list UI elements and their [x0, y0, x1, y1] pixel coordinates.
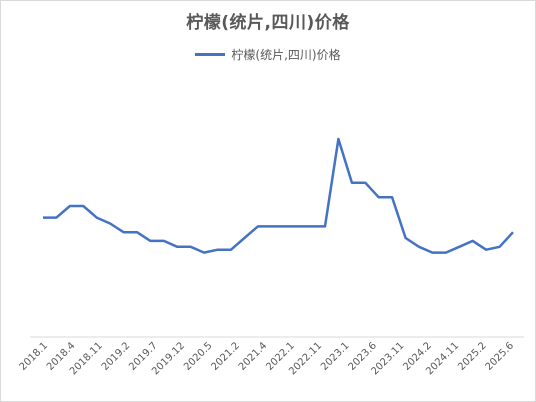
- x-tick-label: 2021.4: [237, 340, 270, 373]
- x-tick-label: 2019.2: [100, 340, 133, 373]
- x-tick-label: 2020.5: [182, 340, 215, 373]
- series-line: [43, 137, 514, 254]
- legend-swatch: [195, 53, 226, 56]
- x-tick-label: 2025.2: [456, 340, 489, 373]
- x-tick-label: 2023.1: [319, 340, 352, 373]
- legend-label: 柠檬(统片,四川)价格: [231, 48, 341, 62]
- x-tick-label: 2025.6: [484, 340, 517, 373]
- x-tick-label: 2018.1: [18, 340, 51, 373]
- legend: 柠檬(统片,四川)价格: [0, 46, 536, 63]
- chart-title: 柠檬(统片,四川)价格: [186, 13, 350, 33]
- x-tick-label: 2021.2: [209, 340, 242, 373]
